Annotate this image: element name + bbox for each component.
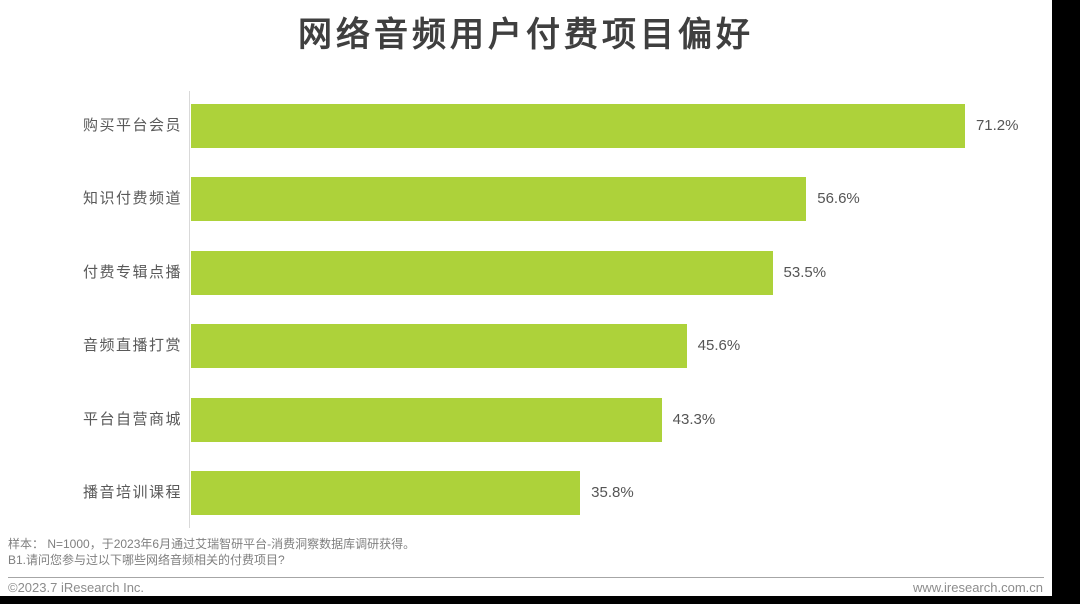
right-black-strip <box>1052 0 1080 604</box>
bar <box>191 471 581 515</box>
value-label: 56.6% <box>817 190 860 208</box>
category-label: 平台自营商城 <box>82 410 182 428</box>
value-label: 71.2% <box>975 117 1019 134</box>
copyright-text: ©2023.7 iResearch Inc. <box>8 580 145 595</box>
bar-chart-plot: 购买平台会员 71.2% 知识付费频道 56.6% 付费专辑点播 53.5% 音… <box>0 91 1052 528</box>
category-label: 音频直播打赏 <box>82 337 182 355</box>
y-axis-line <box>189 91 190 528</box>
footnote-question-line: B1.请问您参与过以下哪些网络音频相关的付费项目? <box>8 552 285 567</box>
chart-content: 网络音频用户付费项目偏好 购买平台会员 71.2% 知识付费频道 56.6% 付… <box>0 0 1052 596</box>
value-label: 53.5% <box>783 263 827 281</box>
bar <box>191 177 807 222</box>
footnote-sample-line: 样本： N=1000，于2023年6月通过艾瑞智研平台-消费洞察数据库调研获得。 <box>8 537 416 551</box>
bar-row: 知识付费频道 56.6% <box>0 177 1052 222</box>
category-label: 付费专辑点播 <box>82 263 182 281</box>
website-url: www.iresearch.com.cn <box>912 580 1043 595</box>
footnote-block: 样本： N=1000，于2023年6月通过艾瑞智研平台-消费洞察数据库调研获得。… <box>8 537 415 568</box>
bar-row: 播音培训课程 35.8% <box>0 471 1052 515</box>
bar-row: 付费专辑点播 53.5% <box>0 250 1052 295</box>
bar-row: 平台自营商城 43.3% <box>0 397 1052 442</box>
value-label: 45.6% <box>697 337 741 355</box>
category-label: 购买平台会员 <box>82 117 182 134</box>
footer-divider <box>8 577 1044 578</box>
bar-row: 购买平台会员 71.2% <box>0 104 1052 148</box>
bar <box>191 397 662 442</box>
value-label: 35.8% <box>591 484 634 501</box>
chart-title: 网络音频用户付费项目偏好 <box>298 16 754 54</box>
bottom-black-strip <box>0 596 1080 604</box>
value-label: 43.3% <box>672 410 716 428</box>
bar <box>191 250 773 295</box>
category-label: 播音培训课程 <box>82 484 182 501</box>
bar-row: 音频直播打赏 45.6% <box>0 324 1052 369</box>
bar <box>191 324 687 369</box>
category-label: 知识付费频道 <box>82 190 182 208</box>
bar <box>191 104 965 148</box>
